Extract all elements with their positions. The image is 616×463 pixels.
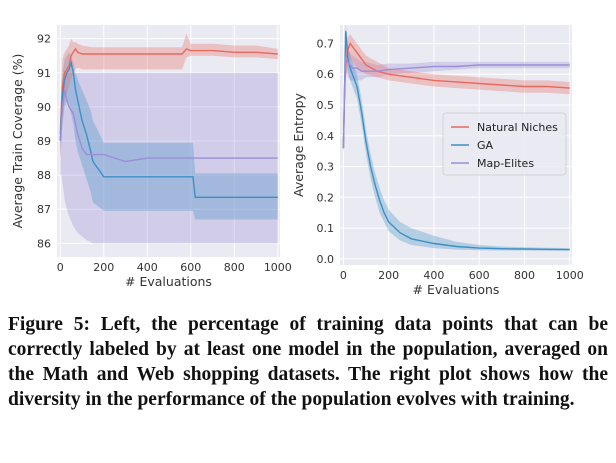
x-tick-label: 400 — [423, 269, 444, 282]
map-elites-line — [59, 89, 278, 163]
train-coverage-marks — [59, 33, 278, 244]
y-tick-label: 91 — [37, 67, 51, 80]
x-tick-label: 1000 — [556, 269, 584, 282]
y-tick-label: 0.7 — [317, 37, 335, 50]
y-tick-label: 0.2 — [317, 191, 335, 204]
x-tick-label: 0 — [340, 269, 347, 282]
natural-niches-band — [60, 33, 278, 159]
legend-label-natural-niches: Natural Niches — [477, 121, 558, 134]
map-elites-line — [342, 55, 570, 149]
y-tick-label: 89 — [37, 135, 51, 148]
legend-box — [442, 112, 567, 176]
y-tick-label: 0.6 — [317, 68, 335, 81]
figure: 0 200 400 600 800 1000 86 87 88 89 90 91 92 # Evaluat… — [10, 25, 584, 297]
ga-line — [342, 31, 570, 251]
x-tick-label: 200 — [378, 269, 399, 282]
y-tick-label: 87 — [37, 203, 51, 216]
x-tick-label: 600 — [469, 269, 490, 282]
natural-niches-line — [59, 47, 278, 135]
legend: Natural Niches GA Map-Elites — [442, 112, 567, 176]
y-axis-label: Average Entropy — [291, 92, 306, 196]
y-tick-label: 0.3 — [317, 161, 335, 174]
y-tick-label: 90 — [37, 101, 51, 114]
x-tick-label: 1000 — [264, 261, 292, 274]
x-tick-label: 400 — [137, 261, 158, 274]
ga-band — [60, 52, 278, 220]
y-tick-label: 0.5 — [317, 99, 335, 112]
x-tick-label: 600 — [180, 261, 201, 274]
y-tick-label: 0.4 — [317, 130, 335, 143]
entropy-marks — [342, 25, 570, 251]
y-tick-label: 0.1 — [317, 222, 335, 235]
chart-average-entropy: 0 200 400 600 800 1000 0.0 0.1 0.2 0.3 0.4 0.5 0.6 0.… — [291, 25, 584, 297]
ga-line — [59, 59, 278, 198]
x-tick-label: 200 — [93, 261, 114, 274]
x-tick-label: 800 — [224, 261, 245, 274]
map-elites-band — [343, 43, 570, 155]
legend-label-ga: GA — [477, 139, 494, 152]
y-axis-label: Average Train Coverage (%) — [10, 54, 25, 229]
y-tick-label: 88 — [37, 169, 51, 182]
chart-train-coverage: 0 200 400 600 800 1000 86 87 88 89 90 91 92 # Evaluat… — [10, 25, 292, 289]
x-axis-label: # Evaluations — [413, 282, 500, 297]
y-tick-label: 86 — [37, 237, 51, 250]
legend-label-map-elites: Map-Elites — [477, 157, 534, 170]
y-tick-label: 0.0 — [317, 253, 335, 266]
y-tick-label: 92 — [37, 33, 51, 46]
x-axis-label: # Evaluations — [125, 274, 212, 289]
figure-svg: 0 200 400 600 800 1000 86 87 88 89 90 91 92 # Evaluat… — [10, 25, 584, 297]
figure-caption: Figure 5: Left, the percentage of traini… — [8, 314, 608, 410]
x-tick-label: 800 — [514, 269, 535, 282]
x-tick-label: 0 — [57, 261, 64, 274]
